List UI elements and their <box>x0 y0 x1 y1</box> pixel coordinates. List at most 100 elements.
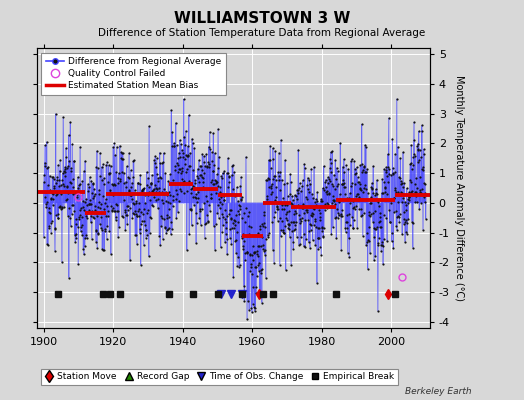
Point <box>206 194 215 201</box>
Point <box>268 219 277 225</box>
Point <box>154 174 162 181</box>
Point <box>301 164 309 171</box>
Point <box>279 230 288 236</box>
Point <box>215 196 223 203</box>
Point <box>134 208 143 214</box>
Point <box>133 213 141 220</box>
Point <box>214 165 223 172</box>
Point <box>388 229 396 236</box>
Point <box>291 208 300 215</box>
Point <box>267 185 275 192</box>
Point <box>199 175 207 182</box>
Point <box>361 182 369 188</box>
Point <box>351 165 359 172</box>
Point <box>314 245 323 252</box>
Point <box>50 226 59 232</box>
Point <box>91 207 100 213</box>
Point <box>195 172 204 178</box>
Point <box>409 154 418 160</box>
Point <box>196 221 205 228</box>
Point <box>235 264 243 270</box>
Point <box>200 170 208 176</box>
Point <box>95 186 103 193</box>
Point <box>182 166 191 172</box>
Point <box>264 176 272 182</box>
Point <box>330 198 338 204</box>
Point <box>203 164 212 170</box>
Point <box>315 214 324 220</box>
Point <box>194 189 202 195</box>
Point <box>284 225 292 231</box>
Point <box>168 129 177 136</box>
Point <box>296 216 304 222</box>
Point <box>211 150 219 157</box>
Point <box>192 240 200 246</box>
Point <box>173 191 181 197</box>
Point <box>285 222 293 228</box>
Point <box>412 175 421 182</box>
Point <box>130 200 138 207</box>
Point <box>231 222 239 228</box>
Point <box>406 191 414 198</box>
Point <box>96 204 104 211</box>
Point <box>317 196 325 202</box>
Point <box>362 169 370 176</box>
Point <box>137 262 145 268</box>
Point <box>294 146 302 153</box>
Point <box>269 156 277 162</box>
Point <box>68 202 76 208</box>
Point <box>213 171 221 177</box>
Point <box>237 194 246 200</box>
Point <box>103 223 112 230</box>
Point <box>383 173 391 179</box>
Point <box>344 196 352 202</box>
Point <box>80 207 89 213</box>
Point <box>310 198 319 205</box>
Point <box>416 189 424 196</box>
Point <box>333 206 341 212</box>
Point <box>323 205 331 212</box>
Point <box>92 164 101 170</box>
Point <box>290 192 299 198</box>
Point <box>165 225 173 231</box>
Point <box>270 173 279 180</box>
Point <box>417 199 425 206</box>
Point <box>305 188 313 195</box>
Point <box>138 186 146 193</box>
Point <box>219 222 227 228</box>
Point <box>418 122 426 129</box>
Point <box>75 207 84 213</box>
Point <box>274 218 282 224</box>
Point <box>181 156 190 162</box>
Point <box>418 128 426 134</box>
Point <box>324 174 332 180</box>
Point <box>415 206 423 212</box>
Point <box>322 189 330 195</box>
Point <box>379 243 388 249</box>
Point <box>231 237 239 244</box>
Point <box>368 180 376 186</box>
Point <box>358 169 367 176</box>
Point <box>281 202 290 208</box>
Point <box>133 179 141 186</box>
Point <box>201 234 209 241</box>
Point <box>217 173 225 180</box>
Point <box>307 165 315 172</box>
Point <box>404 216 412 222</box>
Point <box>184 152 192 158</box>
Point <box>381 188 389 195</box>
Point <box>222 219 230 225</box>
Point <box>387 197 396 203</box>
Point <box>271 148 280 154</box>
Point <box>235 262 244 268</box>
Point <box>305 221 314 228</box>
Point <box>352 203 361 209</box>
Point <box>92 213 101 219</box>
Point <box>353 191 361 197</box>
Point <box>419 146 428 152</box>
Point <box>365 238 373 244</box>
Point <box>184 178 193 184</box>
Point <box>100 206 108 213</box>
Point <box>183 153 192 160</box>
Point <box>94 230 103 236</box>
